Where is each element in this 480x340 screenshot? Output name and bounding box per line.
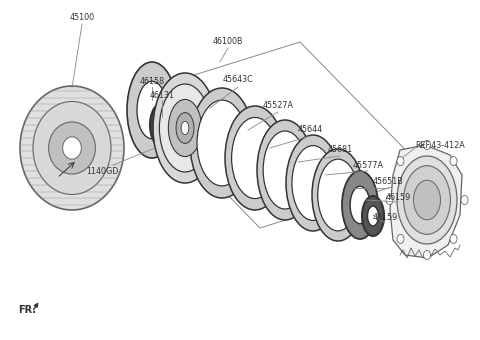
- Ellipse shape: [225, 106, 285, 210]
- Ellipse shape: [404, 166, 450, 234]
- Ellipse shape: [423, 251, 431, 259]
- Ellipse shape: [231, 117, 278, 199]
- Text: 45577A: 45577A: [352, 160, 384, 170]
- Ellipse shape: [33, 102, 111, 194]
- Text: 46158: 46158: [139, 78, 165, 86]
- Ellipse shape: [450, 234, 457, 243]
- Ellipse shape: [156, 114, 168, 136]
- Text: REF.43-412A: REF.43-412A: [415, 140, 465, 150]
- Ellipse shape: [450, 157, 457, 166]
- Ellipse shape: [423, 140, 431, 150]
- Ellipse shape: [20, 86, 124, 210]
- Ellipse shape: [263, 131, 307, 209]
- Text: 45643C: 45643C: [223, 75, 253, 85]
- Ellipse shape: [397, 157, 404, 166]
- Ellipse shape: [397, 234, 404, 243]
- Ellipse shape: [461, 195, 468, 204]
- Ellipse shape: [368, 206, 379, 226]
- Ellipse shape: [197, 100, 247, 186]
- Ellipse shape: [318, 159, 358, 231]
- Ellipse shape: [168, 99, 202, 157]
- Text: FR.: FR.: [18, 305, 36, 315]
- Ellipse shape: [386, 195, 393, 204]
- Ellipse shape: [159, 84, 211, 172]
- Text: 46131: 46131: [149, 90, 175, 100]
- Text: 46159: 46159: [385, 192, 410, 202]
- Ellipse shape: [257, 120, 313, 220]
- Ellipse shape: [292, 146, 334, 220]
- Text: 46159: 46159: [372, 214, 397, 222]
- Ellipse shape: [397, 156, 457, 244]
- Ellipse shape: [127, 62, 177, 158]
- Text: 1140GD: 1140GD: [86, 168, 118, 176]
- Text: 45100: 45100: [70, 14, 95, 22]
- Polygon shape: [390, 145, 462, 258]
- Ellipse shape: [176, 113, 194, 143]
- Ellipse shape: [342, 171, 378, 239]
- Ellipse shape: [312, 149, 364, 241]
- Ellipse shape: [137, 81, 167, 139]
- Ellipse shape: [150, 103, 174, 147]
- Ellipse shape: [62, 137, 81, 159]
- Ellipse shape: [181, 121, 189, 135]
- Text: 45644: 45644: [298, 125, 323, 135]
- Text: 45651B: 45651B: [372, 177, 403, 187]
- Ellipse shape: [350, 186, 370, 224]
- Ellipse shape: [362, 196, 384, 236]
- Ellipse shape: [413, 180, 441, 220]
- Ellipse shape: [48, 122, 96, 174]
- Text: 46100B: 46100B: [213, 37, 243, 47]
- Text: 45527A: 45527A: [263, 101, 293, 109]
- Ellipse shape: [153, 73, 217, 183]
- Text: 45681: 45681: [327, 146, 353, 154]
- Ellipse shape: [190, 88, 254, 198]
- Ellipse shape: [286, 135, 340, 231]
